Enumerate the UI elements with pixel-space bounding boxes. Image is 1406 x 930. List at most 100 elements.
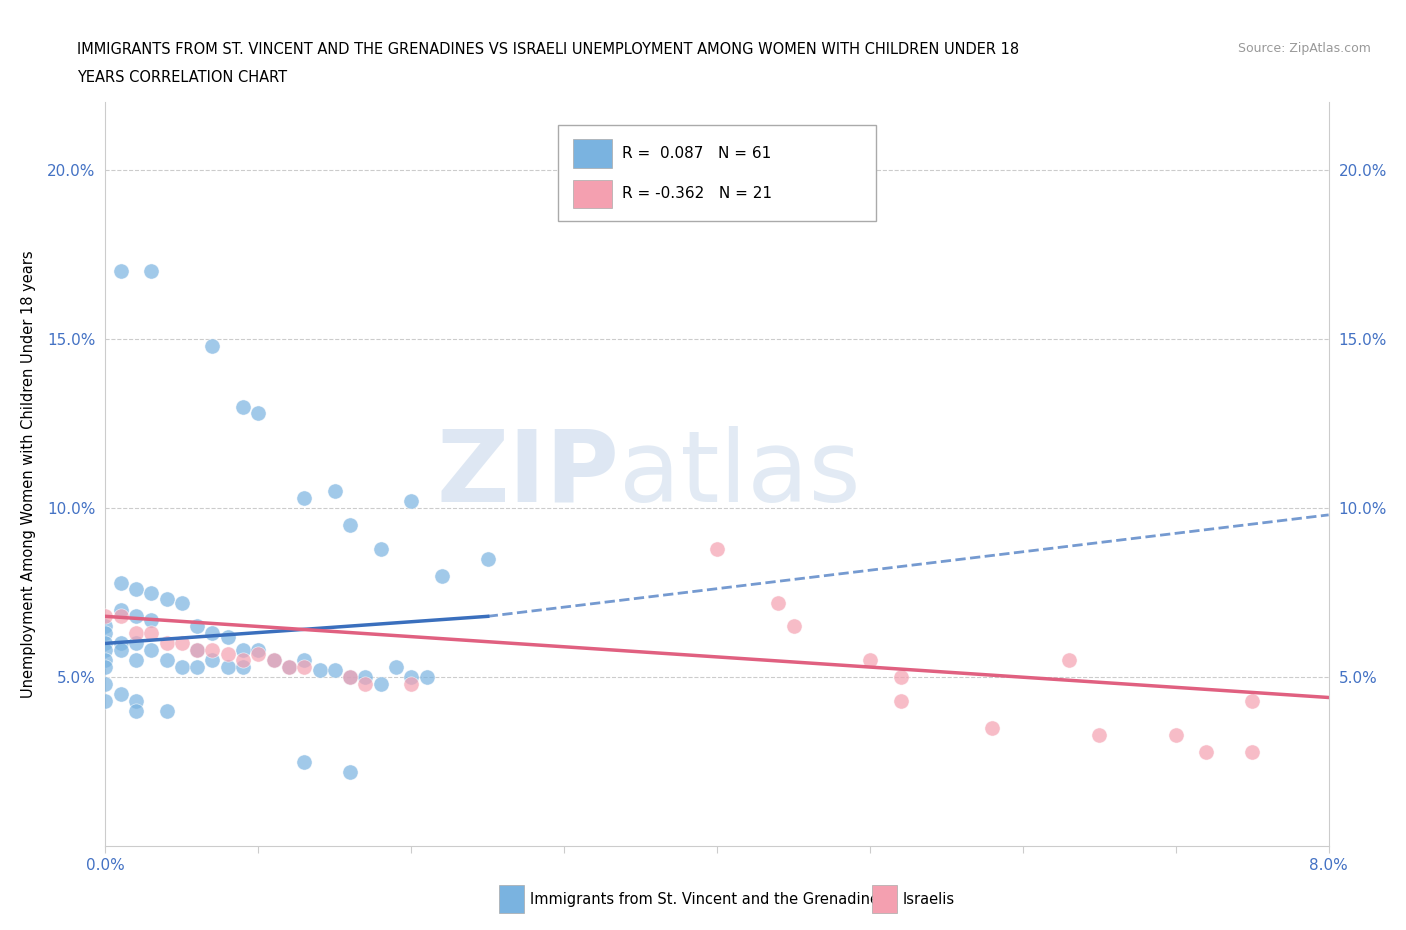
- Point: [292, 659, 315, 674]
- Point: [385, 659, 408, 674]
- Point: [278, 659, 301, 674]
- Point: [156, 704, 179, 719]
- Point: [110, 264, 132, 279]
- Text: R =  0.087   N = 61: R = 0.087 N = 61: [621, 146, 770, 161]
- Point: [292, 490, 315, 505]
- Point: [94, 643, 117, 658]
- Text: ZIP: ZIP: [436, 426, 619, 523]
- Point: [292, 653, 315, 668]
- Point: [1195, 744, 1218, 759]
- Point: [782, 619, 804, 634]
- Point: [94, 653, 117, 668]
- Point: [217, 646, 239, 661]
- Point: [125, 609, 148, 624]
- Point: [889, 694, 911, 709]
- Point: [110, 609, 132, 624]
- Point: [217, 659, 239, 674]
- Point: [217, 630, 239, 644]
- Point: [94, 619, 117, 634]
- Point: [401, 494, 423, 509]
- Point: [1241, 694, 1264, 709]
- Point: [94, 609, 117, 624]
- Bar: [572, 179, 612, 208]
- Point: [125, 636, 148, 651]
- Point: [247, 643, 270, 658]
- Point: [125, 626, 148, 641]
- Point: [339, 518, 361, 533]
- Point: [232, 643, 254, 658]
- Point: [768, 595, 790, 610]
- Point: [110, 686, 132, 701]
- Text: Source: ZipAtlas.com: Source: ZipAtlas.com: [1237, 42, 1371, 55]
- Bar: [572, 140, 612, 167]
- Point: [1241, 744, 1264, 759]
- Point: [339, 670, 361, 684]
- Point: [308, 663, 330, 678]
- Point: [141, 643, 163, 658]
- Point: [125, 704, 148, 719]
- Point: [186, 619, 208, 634]
- Point: [401, 670, 423, 684]
- Point: [370, 541, 392, 556]
- Point: [141, 626, 163, 641]
- Point: [247, 646, 270, 661]
- FancyBboxPatch shape: [558, 125, 876, 221]
- Text: Immigrants from St. Vincent and the Grenadines: Immigrants from St. Vincent and the Gren…: [530, 892, 887, 907]
- Point: [125, 582, 148, 597]
- Point: [1088, 727, 1111, 742]
- Point: [859, 653, 882, 668]
- Point: [141, 612, 163, 627]
- Point: [94, 636, 117, 651]
- Point: [247, 406, 270, 421]
- Point: [232, 659, 254, 674]
- Point: [141, 264, 163, 279]
- Point: [156, 653, 179, 668]
- Point: [232, 653, 254, 668]
- Point: [323, 484, 346, 498]
- Point: [201, 653, 224, 668]
- Point: [156, 636, 179, 651]
- Text: Israelis: Israelis: [903, 892, 955, 907]
- Point: [354, 670, 377, 684]
- Y-axis label: Unemployment Among Women with Children Under 18 years: Unemployment Among Women with Children U…: [21, 250, 37, 698]
- Point: [110, 643, 132, 658]
- Point: [706, 541, 728, 556]
- Point: [201, 339, 224, 353]
- Point: [141, 585, 163, 600]
- Point: [278, 659, 301, 674]
- Text: IMMIGRANTS FROM ST. VINCENT AND THE GRENADINES VS ISRAELI UNEMPLOYMENT AMONG WOM: IMMIGRANTS FROM ST. VINCENT AND THE GREN…: [77, 42, 1019, 57]
- Point: [170, 595, 193, 610]
- Point: [323, 663, 346, 678]
- Point: [170, 659, 193, 674]
- Point: [94, 694, 117, 709]
- Point: [370, 676, 392, 691]
- Point: [1057, 653, 1080, 668]
- Point: [94, 626, 117, 641]
- Point: [292, 754, 315, 769]
- Point: [186, 643, 208, 658]
- Point: [94, 676, 117, 691]
- Point: [201, 626, 224, 641]
- Point: [186, 643, 208, 658]
- Point: [263, 653, 285, 668]
- Point: [110, 636, 132, 651]
- Point: [232, 399, 254, 414]
- Point: [125, 653, 148, 668]
- Point: [110, 575, 132, 590]
- Point: [339, 670, 361, 684]
- Text: YEARS CORRELATION CHART: YEARS CORRELATION CHART: [77, 70, 287, 85]
- Point: [401, 676, 423, 691]
- Point: [170, 636, 193, 651]
- Point: [339, 764, 361, 779]
- Point: [94, 659, 117, 674]
- Point: [201, 643, 224, 658]
- Point: [186, 659, 208, 674]
- Point: [889, 670, 911, 684]
- Point: [981, 721, 1004, 736]
- Point: [110, 602, 132, 617]
- Text: R = -0.362   N = 21: R = -0.362 N = 21: [621, 186, 772, 201]
- Point: [415, 670, 437, 684]
- Point: [156, 592, 179, 607]
- Point: [1164, 727, 1187, 742]
- Point: [477, 551, 499, 566]
